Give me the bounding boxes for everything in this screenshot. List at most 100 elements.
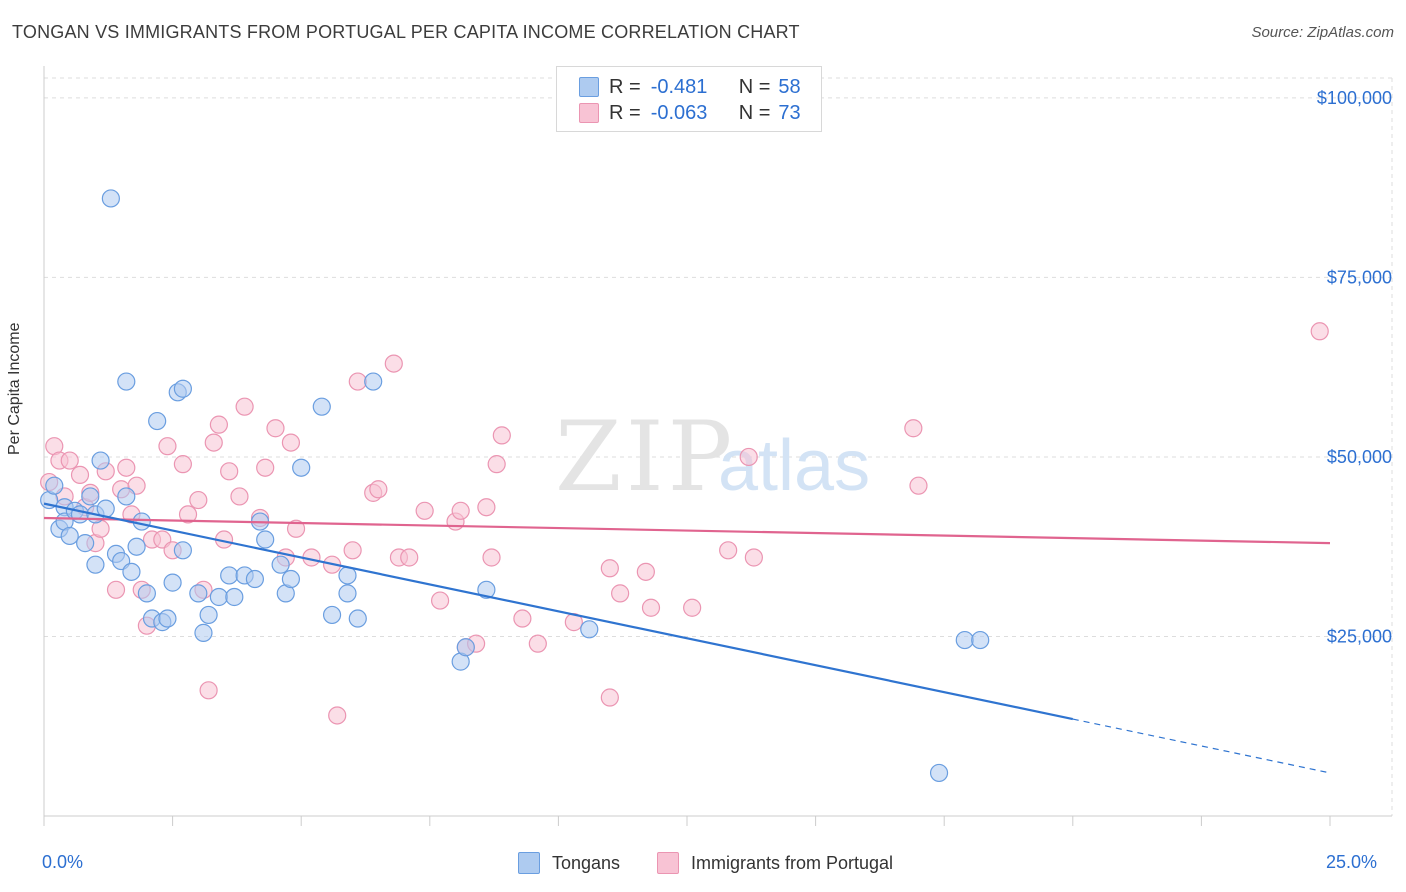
x-tick-right: 25.0% bbox=[1326, 852, 1378, 872]
portugal-point bbox=[70, 465, 90, 485]
tongan-point bbox=[158, 609, 177, 628]
portugal-point bbox=[482, 548, 501, 567]
portugal-point bbox=[739, 447, 758, 467]
series-legend: Tongans Immigrants from Portugal bbox=[0, 852, 1406, 878]
portugal-point bbox=[230, 487, 249, 506]
portugal-point bbox=[477, 498, 496, 517]
portugal-point bbox=[600, 688, 619, 707]
portugal-point bbox=[348, 372, 367, 391]
tongan-point bbox=[971, 630, 990, 650]
tongans-swatch bbox=[579, 77, 599, 97]
portugal-point bbox=[60, 451, 79, 470]
portugal-point bbox=[430, 591, 450, 610]
legend-item-tongans[interactable]: Tongans bbox=[518, 852, 620, 874]
r-value: -0.063 bbox=[650, 101, 708, 124]
y-tick-label: $25,000 bbox=[1327, 626, 1392, 646]
portugal-point bbox=[209, 415, 228, 434]
portugal-point bbox=[369, 480, 388, 499]
n-value: 73 bbox=[778, 101, 801, 124]
tongan-point bbox=[101, 189, 120, 208]
tongan-point bbox=[81, 487, 100, 506]
tongan-point bbox=[220, 566, 239, 585]
legend-row-tongans: R = -0.481 N = 58 bbox=[579, 75, 801, 99]
portugal-point bbox=[384, 354, 403, 373]
portugal-point bbox=[178, 505, 198, 524]
legend-item-portugal[interactable]: Immigrants from Portugal bbox=[657, 852, 893, 874]
y-tick-labels: $25,000 $50,000 $75,000 $100,000 bbox=[1317, 88, 1392, 647]
portugal-point bbox=[600, 559, 619, 578]
tongan-point bbox=[163, 573, 182, 592]
portugal-point bbox=[106, 580, 126, 599]
tongan-point bbox=[209, 587, 228, 607]
tongans-swatch bbox=[518, 852, 540, 874]
tongan-point bbox=[173, 541, 192, 560]
portugal-point bbox=[286, 519, 306, 538]
watermark-atlas: atlas bbox=[718, 426, 870, 506]
portugal-point bbox=[451, 501, 470, 520]
tongan-trendline-extension bbox=[1072, 718, 1331, 774]
legend-label-tongans: Tongans bbox=[552, 852, 621, 873]
n-label: N = bbox=[738, 101, 771, 124]
portugal-point bbox=[1310, 322, 1329, 341]
tongan-point bbox=[148, 411, 167, 431]
portugal-point bbox=[281, 433, 301, 452]
gridlines bbox=[44, 77, 1393, 816]
portugal-point bbox=[266, 419, 285, 438]
correlation-legend: R = -0.481 N = 58 R = -0.063 N = 73 bbox=[556, 66, 822, 132]
portugal-point bbox=[220, 462, 239, 481]
chart-title: TONGAN VS IMMIGRANTS FROM PORTUGAL PER C… bbox=[12, 22, 800, 42]
portugal-point bbox=[487, 455, 506, 474]
legend-label-portugal: Immigrants from Portugal bbox=[691, 852, 894, 873]
tongan-point bbox=[292, 458, 311, 477]
watermark: ZIP atlas bbox=[555, 401, 870, 513]
y-tick-label: $75,000 bbox=[1327, 267, 1392, 287]
portugal-point bbox=[117, 458, 136, 477]
portugal-swatch bbox=[657, 852, 679, 874]
portugal-point bbox=[528, 634, 547, 653]
tongan-point bbox=[137, 584, 156, 603]
n-value: 58 bbox=[778, 75, 801, 98]
tongan-points bbox=[40, 189, 990, 783]
tongan-point bbox=[117, 372, 136, 391]
watermark-zip: ZIP bbox=[555, 401, 736, 513]
tongan-point bbox=[189, 584, 208, 603]
tongan-trendline bbox=[43, 502, 1074, 721]
r-value: -0.481 bbox=[650, 75, 708, 98]
tongan-point bbox=[45, 476, 64, 495]
tongan-point bbox=[256, 530, 275, 549]
y-tick-label: $100,000 bbox=[1317, 88, 1392, 108]
portugal-point bbox=[492, 426, 511, 445]
tongan-point bbox=[60, 526, 79, 546]
tongan-point bbox=[86, 555, 105, 574]
r-label: R = bbox=[609, 75, 641, 98]
tongan-point bbox=[122, 562, 141, 581]
portugal-points bbox=[40, 322, 1329, 725]
tongan-point bbox=[91, 451, 110, 470]
axes bbox=[43, 66, 1392, 826]
tongan-point bbox=[245, 569, 265, 589]
r-label: R = bbox=[609, 101, 641, 124]
tongan-point bbox=[338, 584, 357, 603]
portugal-point bbox=[513, 609, 532, 628]
portugal-point bbox=[235, 397, 254, 416]
tongan-point bbox=[929, 763, 949, 783]
tongan-point bbox=[364, 372, 383, 391]
portugal-point bbox=[415, 501, 434, 520]
portugal-point bbox=[904, 419, 923, 438]
portugal-point bbox=[343, 541, 362, 560]
portugal-point bbox=[636, 562, 655, 581]
portugal-point bbox=[641, 598, 661, 617]
portugal-point bbox=[328, 706, 347, 725]
portugal-point bbox=[173, 455, 192, 474]
tongan-point bbox=[225, 587, 244, 607]
portugal-point bbox=[204, 433, 223, 452]
tongan-point bbox=[173, 379, 192, 398]
tongan-point bbox=[117, 487, 136, 506]
tongan-point bbox=[281, 569, 301, 589]
portugal-point bbox=[683, 598, 702, 617]
portugal-point bbox=[199, 681, 218, 700]
portugal-point bbox=[719, 541, 738, 560]
n-label: N = bbox=[738, 75, 771, 98]
legend-row-portugal: R = -0.063 N = 73 bbox=[579, 101, 801, 125]
